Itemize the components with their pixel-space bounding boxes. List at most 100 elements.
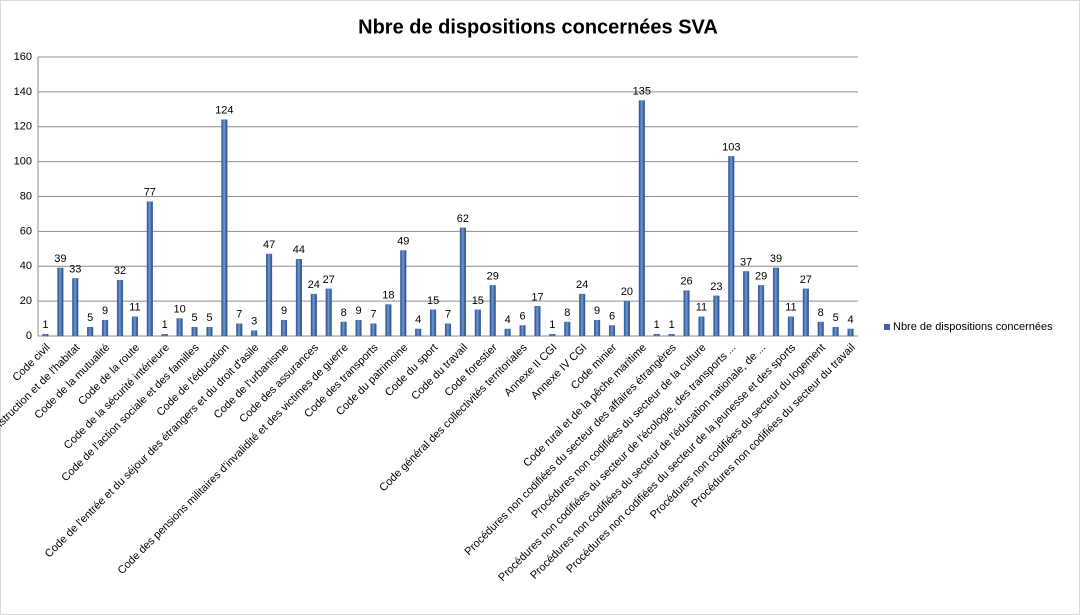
bar: [102, 320, 109, 337]
y-tick-label: 40: [20, 260, 32, 272]
data-label: 77: [144, 187, 156, 199]
legend-swatch: [884, 324, 890, 330]
bar: [623, 300, 630, 337]
data-label: 1: [42, 319, 48, 331]
data-label: 4: [505, 314, 511, 326]
y-tick-label: 160: [14, 51, 32, 63]
bar: [131, 316, 138, 337]
data-label: 8: [818, 307, 824, 319]
data-label: 24: [308, 279, 320, 291]
bar: [728, 156, 735, 337]
data-label: 20: [621, 286, 633, 298]
bar: [832, 327, 839, 337]
data-label: 5: [206, 312, 212, 324]
bar: [266, 253, 273, 337]
bar: [802, 288, 809, 337]
bar: [758, 285, 765, 337]
data-label: 17: [531, 291, 543, 303]
bar: [683, 290, 690, 337]
bar: [489, 285, 496, 337]
data-label: 7: [370, 309, 376, 321]
bar: [400, 250, 407, 337]
bar: [206, 327, 213, 337]
bar: [504, 328, 511, 337]
data-label: 9: [102, 305, 108, 317]
bar: [787, 316, 794, 337]
data-label: 23: [710, 281, 722, 293]
data-label: 6: [519, 310, 525, 322]
data-label: 29: [755, 270, 767, 282]
bar: [638, 100, 645, 337]
bar: [549, 334, 556, 337]
data-label: 9: [281, 305, 287, 317]
data-label: 1: [654, 319, 660, 331]
bar: [280, 320, 288, 337]
data-label: 15: [427, 295, 439, 307]
bar: [847, 328, 854, 337]
bar: [325, 288, 332, 337]
data-label: 32: [114, 265, 126, 277]
data-label: 11: [696, 302, 707, 314]
bar: [579, 293, 586, 337]
data-label: 11: [129, 302, 140, 314]
y-tick-label: 60: [20, 225, 32, 237]
data-label: 3: [251, 316, 257, 328]
data-label: 18: [382, 290, 394, 302]
bar: [534, 306, 541, 337]
data-label: 8: [564, 307, 570, 319]
bar: [444, 323, 452, 337]
bar: [370, 323, 377, 337]
bar: [713, 295, 720, 337]
data-label: 27: [800, 274, 812, 286]
data-label: 44: [293, 244, 305, 256]
y-tick-label: 140: [14, 86, 32, 98]
bar: [191, 327, 198, 337]
bar: [42, 334, 49, 337]
data-label: 49: [397, 235, 409, 247]
bar: [161, 334, 168, 337]
bar: [474, 309, 481, 337]
bar: [57, 267, 64, 337]
y-tick-label: 80: [20, 190, 32, 202]
data-label: 11: [785, 302, 796, 314]
bar: [772, 267, 780, 337]
data-label: 37: [740, 256, 752, 268]
bar: [116, 279, 124, 337]
bar: [608, 325, 616, 337]
data-label: 124: [215, 105, 233, 117]
data-label: 10: [174, 303, 186, 315]
y-tick-label: 120: [14, 121, 32, 133]
data-label: 47: [263, 239, 275, 251]
data-label: 9: [355, 305, 361, 317]
bar: [459, 227, 466, 337]
data-label: 4: [847, 314, 853, 326]
bar: [519, 325, 526, 337]
data-label: 1: [549, 319, 555, 331]
chart-title: Nbre de dispositions concernées SVA: [358, 16, 718, 38]
bar: [668, 334, 675, 337]
data-label: 103: [722, 141, 740, 153]
bar: [594, 320, 601, 337]
data-label: 39: [770, 253, 782, 265]
bar: [310, 293, 317, 337]
data-label: 6: [609, 310, 615, 322]
bar: [415, 328, 422, 337]
bar: [176, 318, 183, 337]
data-label: 7: [236, 309, 242, 321]
data-label: 27: [323, 274, 335, 286]
data-label: 24: [576, 279, 588, 291]
bar: [87, 327, 94, 337]
data-label: 7: [445, 309, 451, 321]
bar: [251, 330, 258, 337]
y-tick-label: 0: [26, 330, 32, 342]
data-label: 15: [472, 295, 484, 307]
data-label: 9: [594, 305, 600, 317]
legend-label: Nbre de dispositions concernées: [893, 321, 1053, 333]
data-label: 5: [87, 312, 93, 324]
bar: [146, 201, 153, 337]
bar: [653, 334, 660, 337]
bar: [221, 119, 228, 337]
data-label: 8: [341, 307, 347, 319]
